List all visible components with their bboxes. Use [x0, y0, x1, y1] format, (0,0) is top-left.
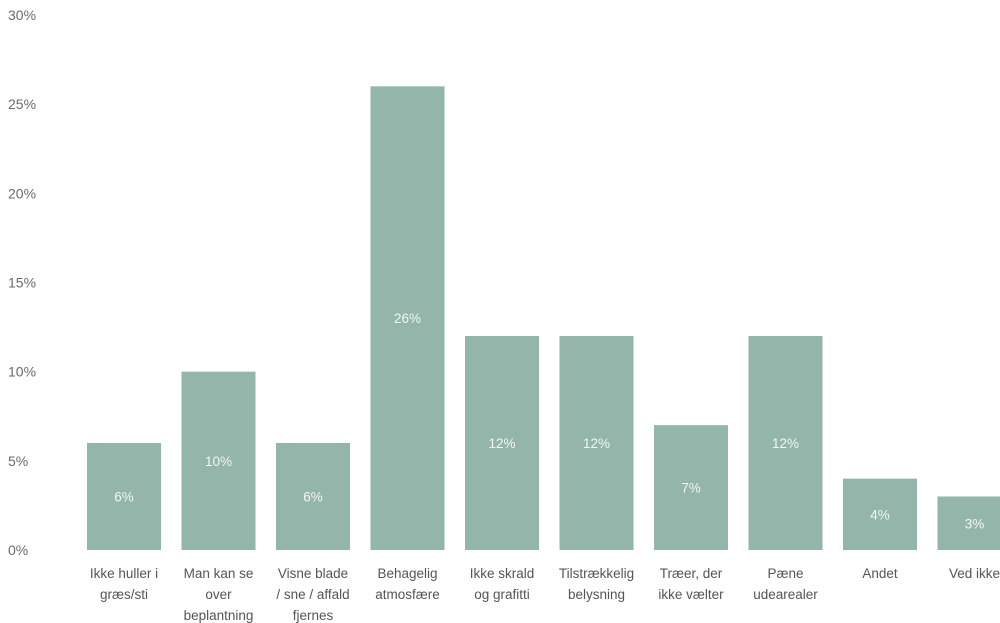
x-tick-label-line: belysning — [568, 587, 625, 602]
data-labels: 6% 10% 6% 26% 12% 12% 7% 12% 4% 3% — [114, 311, 984, 531]
x-tick-label-line: Træer, der — [660, 566, 723, 581]
data-label: 12% — [583, 436, 610, 451]
x-tick-label: Ikke skrald og grafitti — [470, 566, 535, 602]
bar — [87, 443, 161, 550]
x-tick-label: Man kan se over beplantning — [184, 566, 254, 623]
x-tick-label-line: Ikke huller i — [90, 566, 158, 581]
data-label: 4% — [870, 507, 890, 522]
bar — [559, 336, 634, 550]
x-tick-label-line: / sne / affald — [276, 587, 349, 602]
x-tick-label-line: Pæne — [767, 566, 803, 581]
data-label: 7% — [681, 481, 701, 496]
data-label: 6% — [114, 490, 134, 505]
bar — [748, 336, 823, 550]
y-tick-label: 20% — [8, 185, 36, 201]
y-tick-label: 25% — [8, 96, 36, 112]
x-tick-label-line: Ikke skrald — [470, 566, 535, 581]
y-tick-label: 0% — [8, 542, 28, 558]
x-tick-label: Ved ikke — [949, 566, 1000, 581]
y-tick-label: 15% — [8, 275, 36, 291]
x-tick-label-line: Visne blade — [278, 566, 348, 581]
x-tick-label-line: beplantning — [184, 608, 254, 623]
bar — [370, 86, 445, 550]
x-tick-label: Andet — [862, 566, 898, 581]
x-tick-label-line: Tilstrækkelig — [559, 566, 634, 581]
data-label: 12% — [488, 436, 515, 451]
bar — [937, 496, 1000, 550]
x-tick-label: Træer, der ikke vælter — [658, 566, 724, 602]
x-tick-label: Behagelig atmosfære — [375, 566, 440, 602]
x-tick-label-line: Ved ikke — [949, 566, 1000, 581]
y-tick-label: 5% — [8, 453, 28, 469]
bar — [276, 443, 350, 550]
bars — [87, 86, 1000, 550]
x-tick-label: Pæne udearealer — [753, 566, 818, 602]
bar — [181, 371, 256, 550]
y-tick-label: 30% — [8, 7, 36, 23]
x-tick-label-line: græs/sti — [100, 587, 148, 602]
x-tick-label-line: Behagelig — [377, 566, 437, 581]
data-label: 12% — [772, 436, 799, 451]
x-tick-label-line: Man kan se — [184, 566, 254, 581]
x-axis: Ikke huller i græs/sti Man kan se over bepla… — [90, 566, 1000, 623]
x-tick-label-line: udearealer — [753, 587, 818, 602]
x-tick-label: Ikke huller i græs/sti — [90, 566, 158, 602]
data-label: 10% — [205, 454, 232, 469]
y-tick-label: 10% — [8, 364, 36, 380]
bar — [465, 336, 539, 550]
x-tick-label: Tilstrækkelig belysning — [559, 566, 634, 602]
bar — [843, 478, 917, 550]
x-tick-label: Visne blade / sne / affald fjernes — [276, 566, 349, 623]
x-tick-label-line: ikke vælter — [658, 587, 724, 602]
data-label: 3% — [965, 516, 985, 531]
x-tick-label-line: og grafitti — [474, 587, 530, 602]
x-tick-label-line: over — [205, 587, 232, 602]
x-tick-label-line: atmosfære — [375, 587, 440, 602]
bar — [654, 425, 728, 550]
x-tick-label-line: fjernes — [293, 608, 334, 623]
x-tick-label-line: Andet — [862, 566, 898, 581]
data-label: 6% — [303, 490, 323, 505]
y-axis: 0% 5% 10% 15% 20% 25% 30% — [8, 7, 36, 558]
data-label: 26% — [394, 311, 421, 326]
